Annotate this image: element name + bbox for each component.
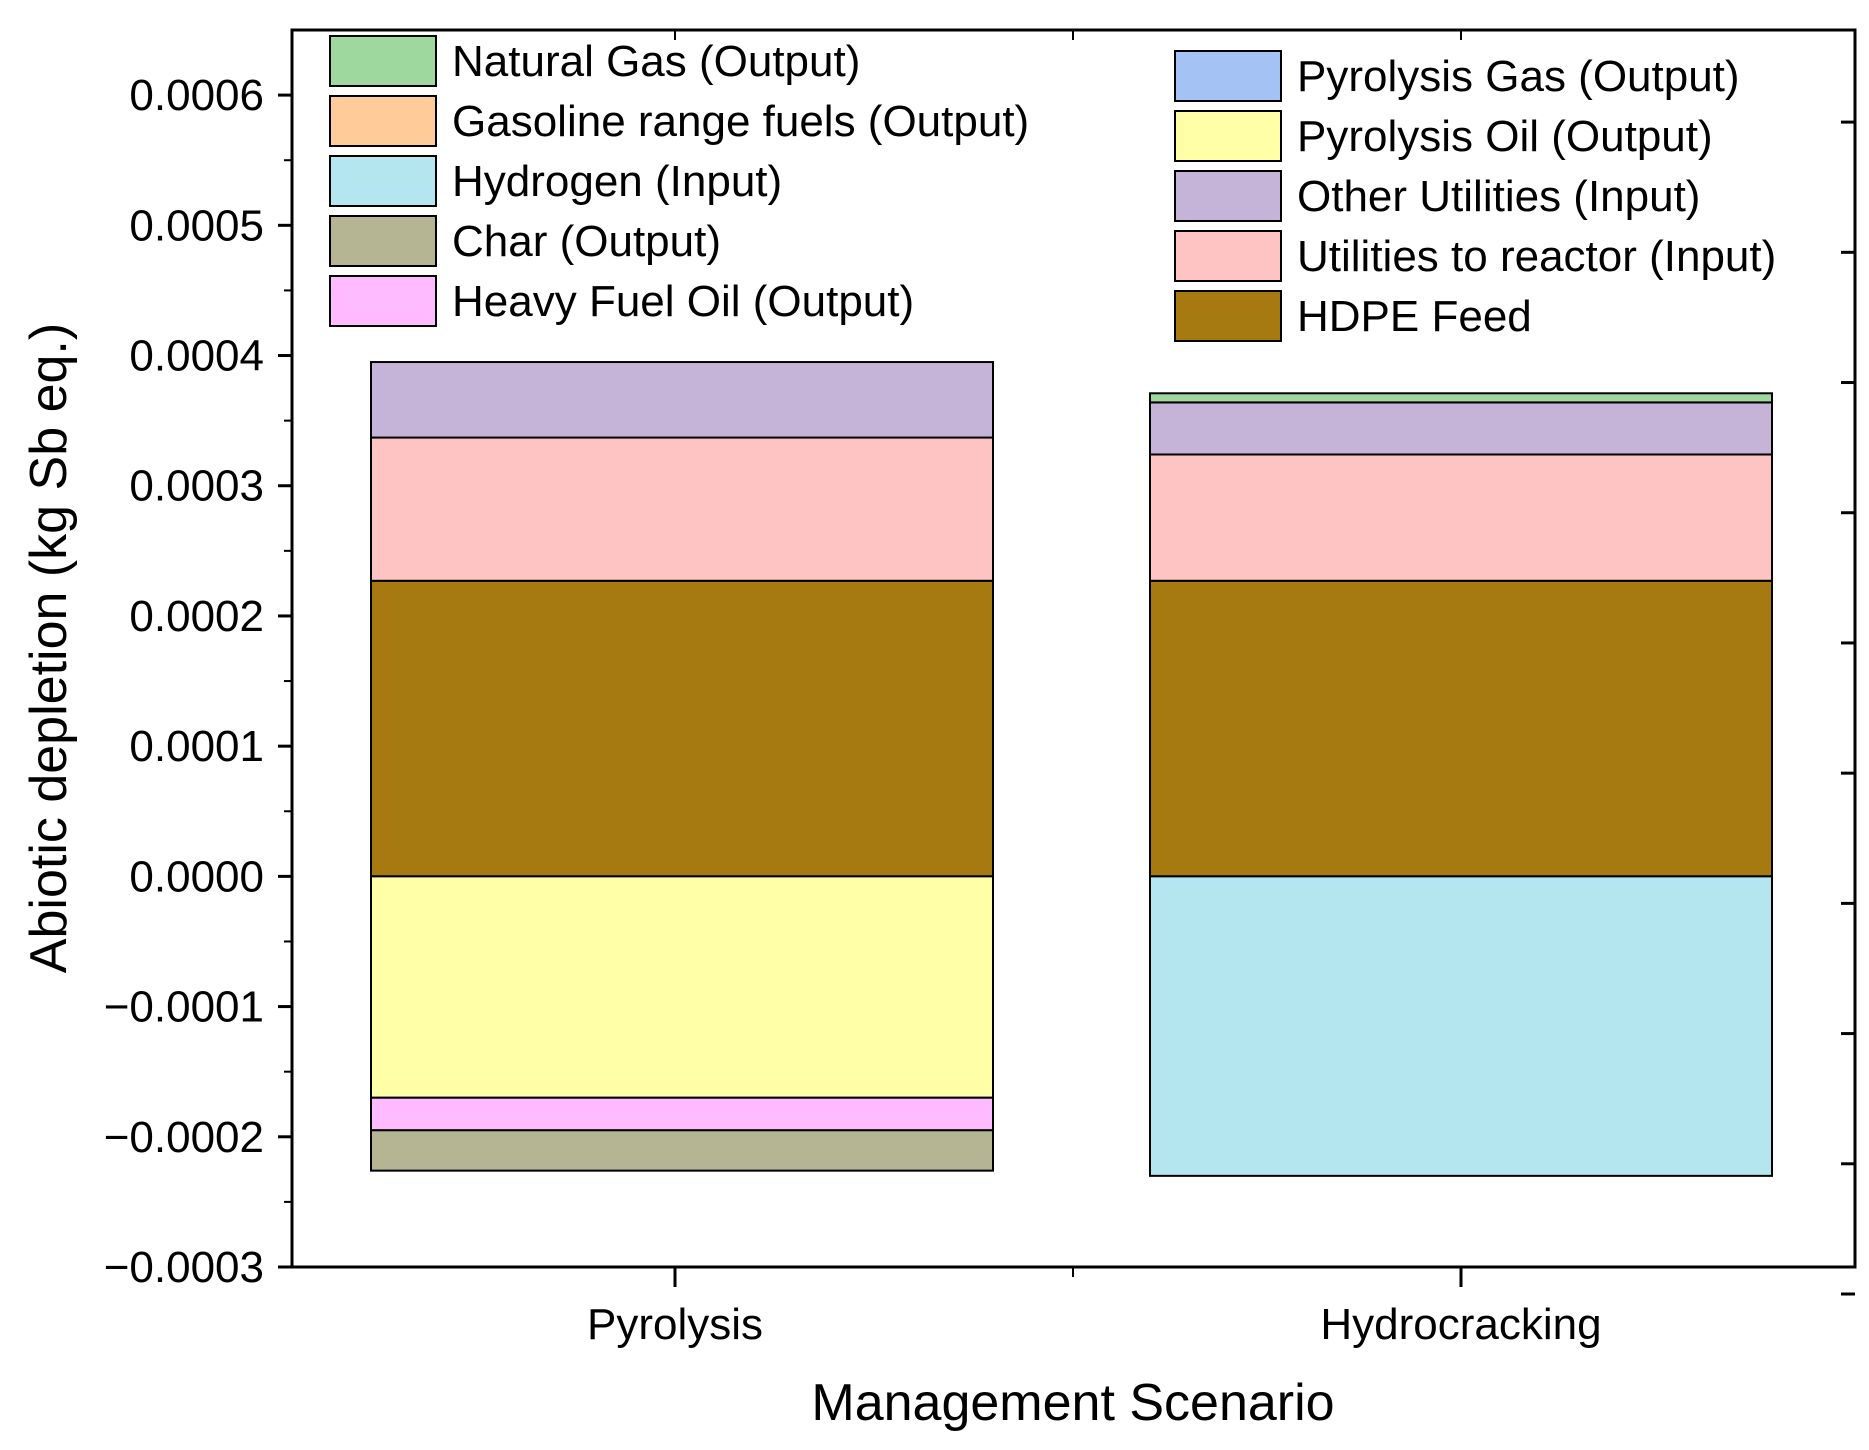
legend-label: HDPE Feed [1297,292,1532,341]
bar-hydrocracking-utilities-to-reactor-input [1149,453,1773,582]
bar-pyrolysis-hdpe-feed [370,579,994,878]
legend-item-natural-gas-output: Natural Gas (Output) [329,35,860,87]
legend-label: Heavy Fuel Oil (Output) [452,277,914,326]
y-tick-label: 0.0004 [129,332,264,381]
legend-item-utilities-to-reactor-input: Utilities to reactor (Input) [1174,230,1776,282]
y-axis-title: Abiotic depletion (kg Sb eq.) [20,323,78,973]
x-axis-title: Management Scenario [811,1374,1334,1432]
bar-pyrolysis-utilities-to-reactor-input [370,436,994,582]
legend-swatch [1174,170,1282,222]
bar-pyrolysis-heavy-fuel-oil-output [370,1096,994,1132]
bars-layer [370,361,1773,1177]
legend-item-char-output: Char (Output) [329,215,721,267]
legend-label: Pyrolysis Oil (Output) [1297,112,1713,161]
x-tick-label-hydrocracking: Hydrocracking [1320,1300,1601,1349]
y-tick-label: 0.0002 [129,592,264,641]
y-tick-label: 0.0001 [129,722,264,771]
legend-swatch [329,215,437,267]
legend-swatch [1174,230,1282,282]
legend-swatch [329,275,437,327]
legend-label: Other Utilities (Input) [1297,172,1700,221]
legend-item-heavy-fuel-oil-output: Heavy Fuel Oil (Output) [329,275,914,327]
legend-item-other-utilities-input: Other Utilities (Input) [1174,170,1700,222]
y-tick-label: 0.0003 [129,462,264,511]
legend-label: Pyrolysis Gas (Output) [1297,52,1740,101]
x-tick-label-pyrolysis: Pyrolysis [587,1300,763,1349]
y-tick-label: 0.0005 [129,201,264,250]
legend-label: Natural Gas (Output) [452,37,860,86]
bar-hydrocracking-natural-gas-output [1149,392,1773,404]
legend-swatch [329,35,437,87]
legend-swatch [329,155,437,207]
legend-label: Utilities to reactor (Input) [1297,232,1776,281]
legend-item-hdpe-feed: HDPE Feed [1174,290,1532,342]
bar-pyrolysis-pyrolysis-oil-output [370,875,994,1099]
bar-hydrocracking-hdpe-feed [1149,579,1773,878]
legend-swatch [1174,110,1282,162]
legend-item-gasoline-range-fuels-output: Gasoline range fuels (Output) [329,95,1029,147]
legend-item-pyrolysis-gas-output: Pyrolysis Gas (Output) [1174,50,1740,102]
bar-pyrolysis-char-output [370,1129,994,1172]
legend-swatch [1174,290,1282,342]
legend-label: Char (Output) [452,217,721,266]
legend-label: Gasoline range fuels (Output) [452,97,1029,146]
y-tick-label: −0.0001 [104,983,264,1032]
legend-swatch [329,95,437,147]
bar-hydrocracking-hydrogen-input [1149,875,1773,1177]
legend-label: Hydrogen (Input) [452,157,782,206]
bar-pyrolysis-other-utilities-input [370,361,994,439]
y-tick-label: −0.0002 [104,1113,264,1162]
y-axis: 0.0006 0.0005 0.0004 0.0003 0.0002 0.0001 0.00… [104,30,1855,1296]
y-tick-label: −0.0003 [104,1243,264,1292]
legend-item-pyrolysis-oil-output: Pyrolysis Oil (Output) [1174,110,1713,162]
legend-item-hydrogen-input: Hydrogen (Input) [329,155,782,207]
legend-swatch [1174,50,1282,102]
legend: Natural Gas (Output) Gasoline range fuels… [329,35,1776,342]
x-axis: Pyrolysis Hydrocracking [587,1267,1602,1349]
y-tick-label: 0.0000 [129,852,264,901]
y-tick-label: 0.0006 [129,71,264,120]
bar-hydrocracking-other-utilities-input [1149,401,1773,456]
